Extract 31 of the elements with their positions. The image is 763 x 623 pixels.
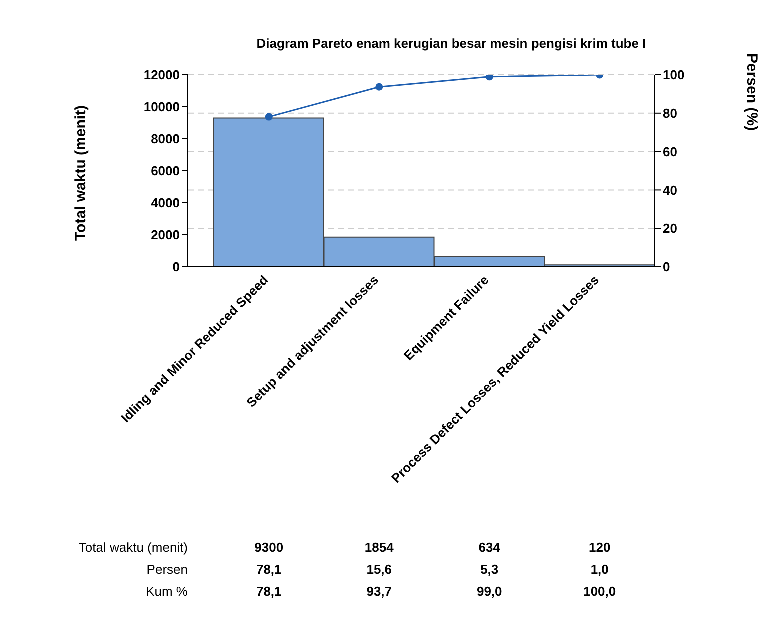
y-axis-title: Total waktu (menit) bbox=[72, 105, 90, 241]
data-label: 120 bbox=[588, 540, 612, 555]
data-label: 99,0 bbox=[476, 584, 504, 599]
y2-tick-label: 20 bbox=[663, 221, 678, 236]
data-label: 78,1 bbox=[255, 584, 283, 599]
y2-tick-label: 0 bbox=[663, 260, 670, 275]
y-tick-label: 8000 bbox=[151, 132, 180, 147]
y2-axis-title: Persen (%) bbox=[744, 53, 761, 131]
text: 1,0 bbox=[590, 562, 610, 577]
chart-title: Diagram Pareto enam kerugian besar mesin pengisi krim tube I bbox=[256, 36, 648, 51]
data-label: 1854 bbox=[364, 540, 395, 555]
y2-tick-label: 80 bbox=[663, 106, 678, 122]
text: Persen bbox=[146, 562, 188, 577]
y2-tick-label: 60 bbox=[663, 144, 678, 160]
text: 15,6 bbox=[366, 562, 394, 577]
text: 5,3 bbox=[480, 562, 500, 577]
y-tick-label: 6000 bbox=[151, 164, 180, 179]
data-label: 9300 bbox=[254, 540, 285, 555]
y2-tick-label: 100 bbox=[663, 68, 685, 83]
text: 78,1 bbox=[255, 562, 283, 577]
y-tick-label: 0 bbox=[172, 260, 180, 275]
y-tick-label: 12000 bbox=[144, 68, 180, 83]
y-tick-label: 10000 bbox=[144, 100, 180, 115]
text: Kum % bbox=[146, 584, 188, 599]
data-label: 100,0 bbox=[582, 584, 618, 599]
y2-tick-label: 40 bbox=[663, 182, 678, 198]
y-tick-label: 2000 bbox=[151, 228, 180, 243]
data-label: 634 bbox=[478, 540, 502, 555]
data-label: 93,7 bbox=[366, 584, 394, 599]
text: Total waktu (menit) bbox=[78, 540, 188, 555]
y-tick-label: 4000 bbox=[151, 196, 180, 211]
